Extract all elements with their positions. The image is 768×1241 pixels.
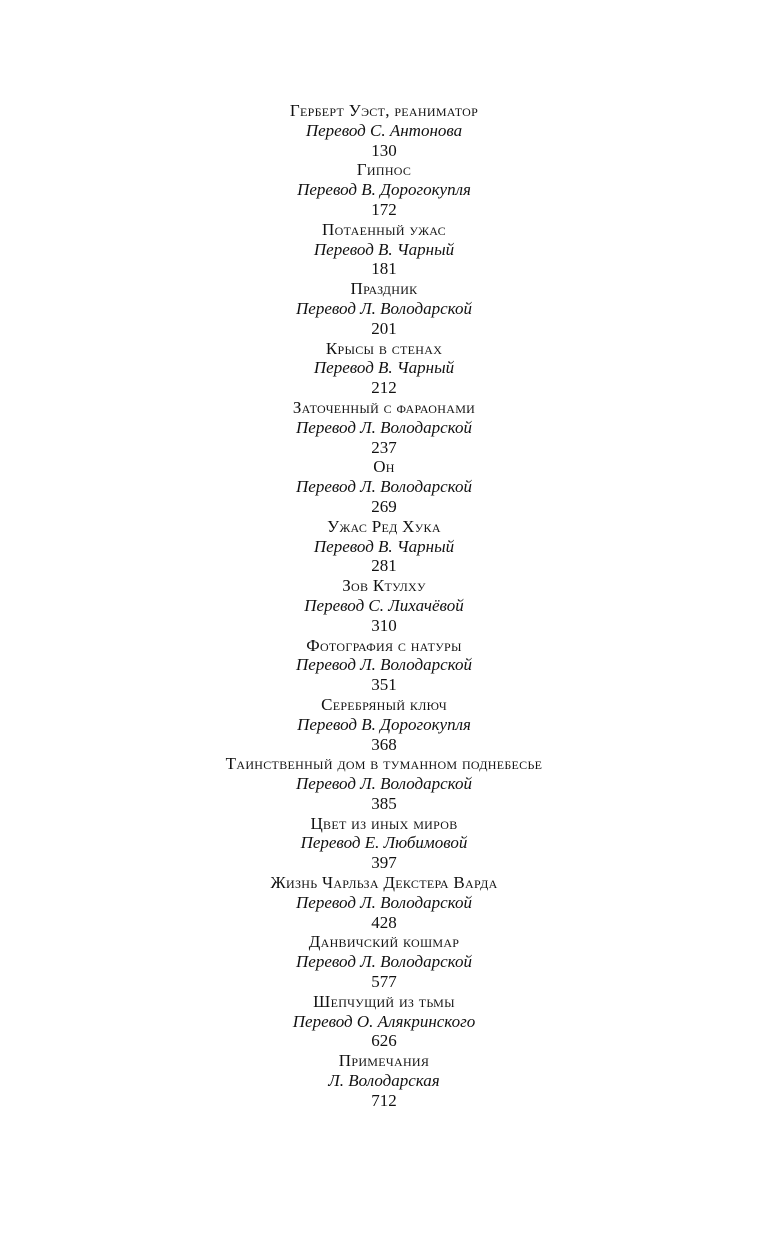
entry-translator: Перевод В. Дорогокупля — [297, 714, 471, 734]
entry-page-number: 237 — [371, 437, 397, 457]
toc-entry: Примечания Л. Володарская 712 — [0, 1051, 768, 1110]
entry-translator: Перевод Л. Володарской — [296, 892, 472, 912]
entry-page-number: 269 — [371, 496, 397, 516]
entry-translator: Перевод Е. Любимовой — [300, 833, 468, 853]
entry-title: Заточенный с фараонами — [292, 397, 476, 417]
toc-entry: Он Перевод Л. Володарской 269 — [0, 457, 768, 516]
toc-entry: Данвичский кошмар Перевод Л. Володарской 5… — [0, 932, 768, 991]
entry-page-number: 712 — [371, 1090, 397, 1110]
entry-title: Шепчущий из тьмы — [313, 991, 455, 1011]
entry-translator: Перевод С. Антонова — [305, 120, 463, 140]
entry-title: Потаенный ужас — [322, 219, 446, 239]
toc-entry: Фотография с натуры Перевод Л. Володарско… — [0, 636, 768, 695]
entry-translator: Перевод О. Алякринского — [292, 1011, 476, 1031]
toc-entry: Цвет из иных миров Перевод Е. Любимовой 39… — [0, 814, 768, 873]
entry-title: Герберт Уэст, реаниматор — [289, 101, 479, 120]
entry-translator: Перевод Л. Володарской — [296, 417, 472, 437]
entry-translator: Перевод В. Чарный — [313, 239, 455, 259]
toc-entry: Потаенный ужас Перевод В. Чарный 181 — [0, 220, 768, 279]
entry-page-number: 428 — [371, 912, 397, 932]
entry-translator: Л. Володарская — [328, 1071, 440, 1091]
toc-entry: Заточенный с фараонами Перевод Л. Володар… — [0, 398, 768, 457]
entry-page-number: 397 — [371, 853, 397, 873]
toc-entry: Жизнь Чарльза Декстера Варда Перевод Л. В… — [0, 873, 768, 932]
entry-title: Фотография с натуры — [306, 635, 462, 655]
entry-title: Зов Ктулху — [342, 576, 426, 596]
toc-entry: Шепчущий из тьмы Перевод О. Алякринского 6… — [0, 992, 768, 1051]
entry-page-number: 626 — [371, 1031, 397, 1051]
entry-title: Он — [373, 457, 395, 477]
entry-translator: Перевод Л. Володарской — [296, 298, 472, 318]
entry-translator: Перевод Л. Володарской — [296, 655, 472, 675]
entry-page-number: 368 — [371, 734, 397, 754]
entry-page-number: 201 — [371, 318, 397, 338]
entry-page-number: 577 — [371, 972, 397, 992]
toc-entry: Праздник Перевод Л. Володарской 201 — [0, 279, 768, 338]
entry-page-number: 181 — [371, 259, 397, 279]
entry-page-number: 281 — [371, 556, 397, 576]
toc-entry: Таинственный дом в туманном поднебесье Пе… — [0, 754, 768, 813]
entry-title: Жизнь Чарльза Декстера Варда — [270, 873, 498, 893]
entry-page-number: 310 — [371, 615, 397, 635]
entry-translator: Перевод Л. Володарской — [296, 477, 472, 497]
entry-translator: Перевод В. Дорогокупля — [297, 180, 471, 200]
table-of-contents: Герберт Уэст, реаниматор Перевод С. Антон… — [0, 101, 768, 1111]
toc-entry: Герберт Уэст, реаниматор Перевод С. Антон… — [0, 101, 768, 160]
entry-title: Цвет из иных миров — [310, 813, 458, 833]
entry-page-number: 130 — [371, 140, 397, 160]
entry-page-number: 385 — [371, 793, 397, 813]
toc-entry: Ужас Ред Хука Перевод В. Чарный 281 — [0, 517, 768, 576]
entry-title: Крысы в стенах — [325, 338, 443, 358]
entry-translator: Перевод Л. Володарской — [296, 952, 472, 972]
entry-translator: Перевод В. Чарный — [313, 536, 455, 556]
entry-page-number: 172 — [371, 199, 397, 219]
entry-title: Данвичский кошмар — [308, 932, 460, 952]
entry-title: Примечания — [338, 1051, 430, 1071]
entry-title: Гипнос — [356, 160, 412, 180]
toc-entry: Зов Ктулху Перевод С. Лихачёвой 310 — [0, 576, 768, 635]
toc-entry: Гипнос Перевод В. Дорогокупля 172 — [0, 160, 768, 219]
toc-entry: Крысы в стенах Перевод В. Чарный 212 — [0, 339, 768, 398]
entry-title: Таинственный дом в туманном поднебесье — [225, 754, 543, 774]
entry-title: Серебряный ключ — [321, 694, 447, 714]
entry-page-number: 351 — [371, 675, 397, 695]
entry-translator: Перевод В. Чарный — [313, 358, 455, 378]
entry-page-number: 212 — [371, 378, 397, 398]
toc-entry: Серебряный ключ Перевод В. Дорогокупля 368 — [0, 695, 768, 754]
entry-title: Праздник — [350, 279, 418, 299]
entry-title: Ужас Ред Хука — [327, 516, 441, 536]
entry-translator: Перевод С. Лихачёвой — [304, 595, 464, 615]
entry-translator: Перевод Л. Володарской — [296, 774, 472, 794]
